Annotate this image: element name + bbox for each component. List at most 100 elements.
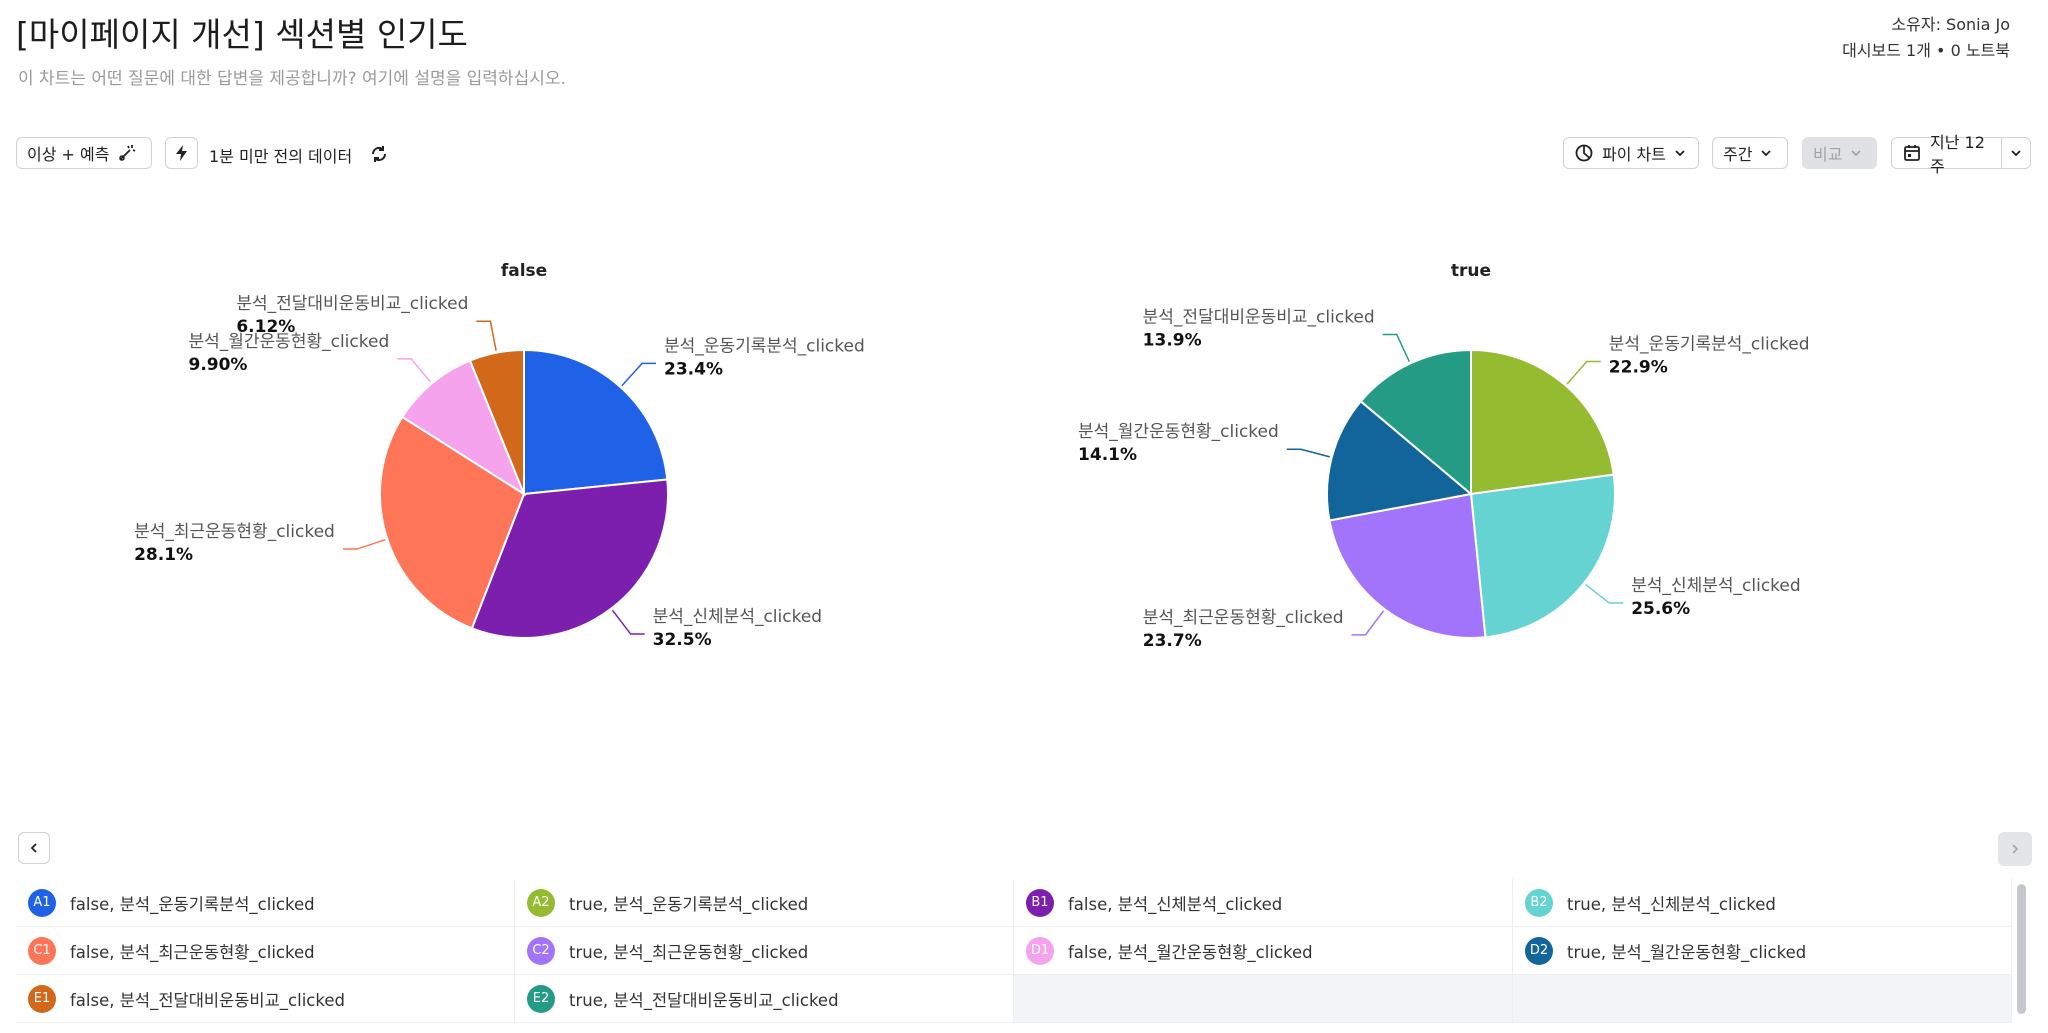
chart-type-button[interactable]: 파이 차트 xyxy=(1563,137,1699,169)
lightning-icon xyxy=(176,145,187,161)
chart-title: true xyxy=(1451,261,1491,281)
next-button xyxy=(1998,832,2032,866)
legend-label: false, 분석_신체분석_clicked xyxy=(1068,894,1283,914)
legend-badge: C1 xyxy=(28,936,56,965)
pie-slice xyxy=(400,359,527,497)
slice-label: 분석_전달대비운동비교_clicked xyxy=(236,294,468,314)
legend-badge: B1 xyxy=(1026,888,1054,917)
legend-badge: C2 xyxy=(527,936,555,965)
legend-badge: E2 xyxy=(527,984,555,1013)
slice-value-label: 9.90% xyxy=(188,355,247,375)
chart-title: false xyxy=(501,261,547,281)
meta[interactable]: 대시보드 1개 • 0 노트북 xyxy=(1842,41,2010,60)
slice-label: 분석_신체분석_clicked xyxy=(653,607,822,627)
legend-row: C1 false, 분석_최근운동현황_clicked C2 true, 분석_최근운… xyxy=(16,927,2012,975)
slice-label: 분석_최근운동현황_clicked xyxy=(1143,608,1344,628)
slice-label: 분석_운동기록분석_clicked xyxy=(664,336,865,356)
leader-line xyxy=(1286,448,1330,458)
leader-line xyxy=(1585,583,1624,604)
slice-label: 분석_신체분석_clicked xyxy=(1631,576,1800,596)
description[interactable]: 이 차트는 어떤 질문에 대한 답변을 제공합니까? 여기에 설명을 입력하십시… xyxy=(18,69,566,89)
legend-label: true, 분석_신체분석_clicked xyxy=(1567,894,1776,914)
range-dropdown[interactable] xyxy=(2001,138,2030,168)
legend-label: false, 분석_월간운동현황_clicked xyxy=(1068,942,1313,962)
pie-slice xyxy=(379,415,526,630)
legend-item[interactable]: B2 true, 분석_신체분석_clicked xyxy=(1513,879,2012,926)
legend-item[interactable]: A1 false, 분석_운동기록분석_clicked xyxy=(16,879,515,926)
leader-line xyxy=(621,362,657,387)
range-button[interactable]: 지난 12주 xyxy=(1891,133,2031,176)
slice-value-label: 23.7% xyxy=(1143,631,1202,651)
slice-label: 분석_최근운동현황_clicked xyxy=(134,522,335,542)
slice-value-label: 25.6% xyxy=(1631,599,1690,619)
owner[interactable]: 소유자: Sonia Jo xyxy=(1891,15,2010,34)
pie-slice xyxy=(468,348,525,495)
pie-slice xyxy=(1470,348,1615,496)
legend-label: false, 분석_최근운동현황_clicked xyxy=(70,942,315,962)
charts: false 분석_운동기록분석_clicked 23.4% 분석_신체분석_click… xyxy=(134,261,1810,651)
pie-slice xyxy=(1328,492,1487,639)
legend-item[interactable]: D2 true, 분석_월간운동현황_clicked xyxy=(1513,927,2012,974)
legend-item[interactable]: D1 false, 분석_월간운동현황_clicked xyxy=(1014,927,1513,974)
wand-icon xyxy=(119,145,136,161)
legend-row: A1 false, 분석_운동기록분석_clicked A2 true, 분석_운동기… xyxy=(16,879,2012,927)
legend-badge: D1 xyxy=(1026,936,1054,965)
leader-line xyxy=(397,358,432,383)
slice-label: 분석_전달대비운동비교_clicked xyxy=(1143,307,1375,327)
slice-value-label: 13.9% xyxy=(1143,330,1202,350)
prev-button[interactable] xyxy=(18,832,50,864)
pie-slice xyxy=(523,348,669,496)
slice-label: 분석_월간운동현황_clicked xyxy=(188,332,389,352)
leader-line xyxy=(1351,610,1385,636)
chart-type-label: 파이 차트 xyxy=(1602,145,1666,164)
pie-icon xyxy=(1575,144,1593,162)
page-title: [마이페이지 개선] 섹션별 인기도 xyxy=(16,15,468,54)
interval-label: 주간 xyxy=(1723,145,1753,164)
owner-info: 소유자: Sonia Jo 대시보드 1개 • 0 노트북 xyxy=(1842,12,2010,64)
legend-item[interactable]: A2 true, 분석_운동기록분석_clicked xyxy=(515,879,1014,926)
chevron xyxy=(1675,150,1685,157)
legend-item[interactable]: E2 true, 분석_전달대비운동비교_clicked xyxy=(515,975,1014,1022)
slice-value-label: 6.12% xyxy=(236,317,295,337)
legend-badge: B2 xyxy=(1525,888,1553,917)
legend: A1 false, 분석_운동기록분석_clicked A2 true, 분석_운동기… xyxy=(16,879,2012,1023)
legend-label: false, 분석_전달대비운동비교_clicked xyxy=(70,990,345,1010)
legend-label: true, 분석_최근운동현황_clicked xyxy=(569,942,809,962)
leader-line xyxy=(1566,360,1601,385)
compare-label: 비교 xyxy=(1813,145,1843,164)
slice-value-label: 22.9% xyxy=(1609,357,1668,377)
legend-row: E1 false, 분석_전달대비운동비교_clicked E2 true, 분석_전… xyxy=(16,975,2012,1023)
legend-item[interactable]: C1 false, 분석_최근운동현황_clicked xyxy=(16,927,515,974)
anomaly-button[interactable]: 이상 + 예측 xyxy=(16,137,152,169)
legend-item[interactable]: B1 false, 분석_신체분석_clicked xyxy=(1014,879,1513,926)
legend-item[interactable]: C2 true, 분석_최근운동현황_clicked xyxy=(515,927,1014,974)
slice-value-label: 14.1% xyxy=(1078,445,1137,465)
legend-label: true, 분석_월간운동현황_clicked xyxy=(1567,942,1807,962)
calendar-icon xyxy=(1904,145,1920,161)
leader-line xyxy=(476,320,497,351)
pie-slice xyxy=(1326,399,1474,522)
interval-button[interactable]: 주간 xyxy=(1712,137,1788,169)
chevron xyxy=(2011,150,2021,157)
range-label: 지난 12주 xyxy=(1930,133,1985,176)
chevron xyxy=(1761,150,1772,157)
legend-label: true, 분석_전달대비운동비교_clicked xyxy=(569,990,839,1010)
legend-badge: E1 xyxy=(28,984,56,1013)
slice-label: 분석_운동기록분석_clicked xyxy=(1609,334,1810,354)
slice-value-label: 32.5% xyxy=(653,630,712,650)
legend-item[interactable]: E1 false, 분석_전달대비운동비교_clicked xyxy=(16,975,515,1022)
legend-badge: A1 xyxy=(28,888,56,917)
legend-empty xyxy=(1014,975,1513,1022)
legend-label: false, 분석_운동기록분석_clicked xyxy=(70,894,315,914)
lightning-button[interactable] xyxy=(165,137,198,169)
compare-button: 비교 xyxy=(1802,137,1877,169)
leader-line xyxy=(342,538,386,550)
slice-value-label: 28.1% xyxy=(134,545,193,565)
legend-badge: A2 xyxy=(527,888,555,917)
anomaly-label: 이상 + 예측 xyxy=(27,145,110,164)
legend-badge: D2 xyxy=(1525,936,1553,965)
scrollbar[interactable] xyxy=(2017,884,2026,1014)
refresh-icon[interactable] xyxy=(368,143,390,165)
slice-value-label: 23.4% xyxy=(664,359,723,379)
